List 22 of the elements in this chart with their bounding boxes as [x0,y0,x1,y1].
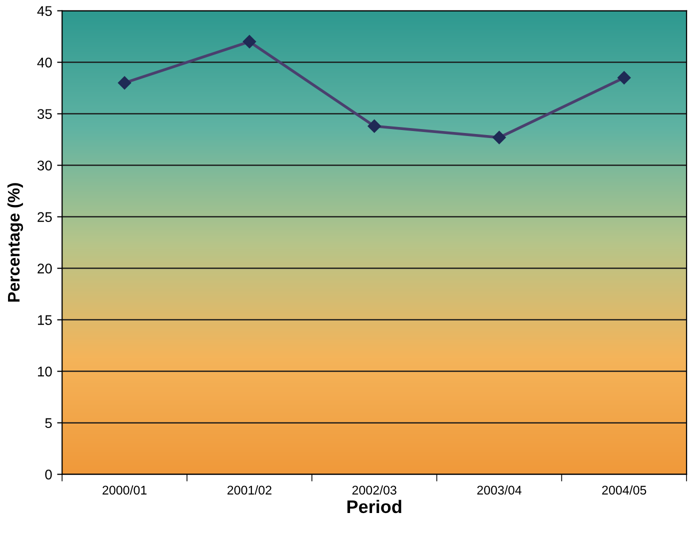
point [492,130,506,144]
point [118,76,132,90]
y-tick-label: 0 [45,470,52,480]
y-axis-title: Percentage (%) [7,183,24,302]
y-tick-label: 15 [38,315,52,325]
point [618,71,631,84]
x-tick-label: 2002/03 [352,485,396,495]
y-tick-label: 25 [38,212,52,222]
x-tick-label: 2001/02 [227,485,272,495]
y-tick-label: 40 [37,58,52,68]
x-axis-title: Period [347,500,402,514]
y-tick-label: 30 [37,160,52,170]
y-tick-label: 45 [37,6,52,16]
y-tick-label: 35 [37,109,52,119]
x-tick-label: 2004/05 [602,485,646,495]
x-tick-label: 2000/01 [102,485,147,495]
y-tick-label: 5 [45,418,52,428]
y-tick-label: 20 [38,264,52,274]
point [368,120,381,133]
x-tick-label: 2003/04 [477,485,522,495]
point [242,35,256,48]
y-tick-label: 10 [38,366,52,376]
